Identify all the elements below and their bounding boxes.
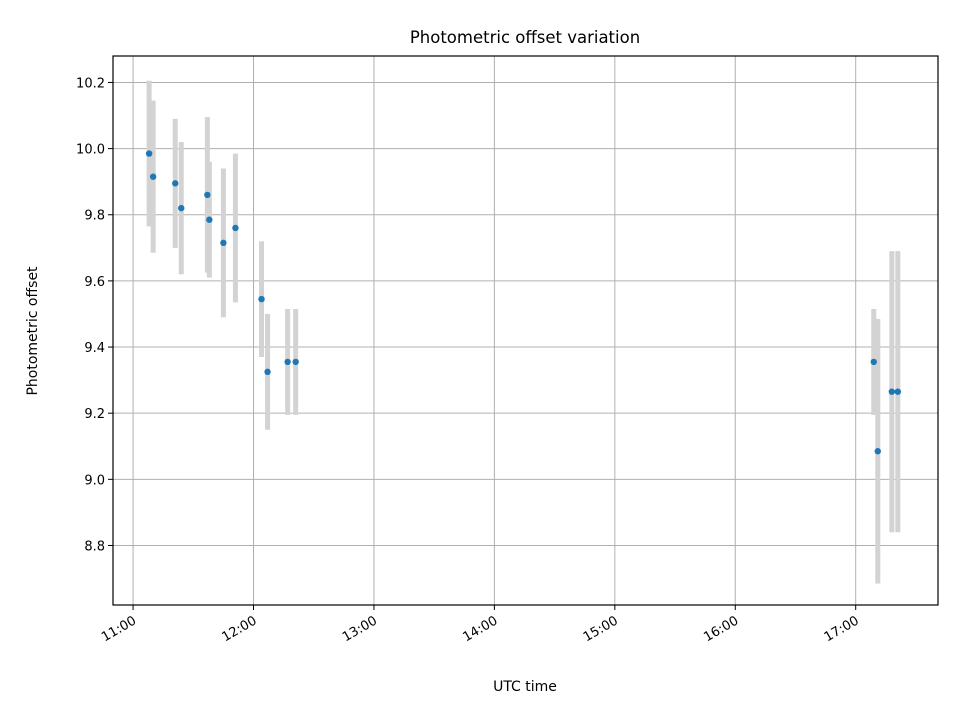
data-point bbox=[206, 216, 213, 223]
data-point bbox=[264, 368, 271, 376]
chart-title: Photometric offset variation bbox=[410, 28, 640, 47]
data-point bbox=[220, 239, 227, 247]
data-point bbox=[149, 173, 157, 180]
data-point bbox=[145, 150, 153, 157]
x-axis-label: UTC time bbox=[493, 679, 557, 695]
y-tick-label: 10.0 bbox=[76, 143, 105, 158]
data-point bbox=[258, 295, 265, 303]
data-point bbox=[888, 388, 896, 395]
y-tick-label: 9.4 bbox=[84, 341, 105, 356]
data-point bbox=[172, 180, 179, 187]
y-tick-label: 9.0 bbox=[84, 473, 105, 488]
data-point bbox=[894, 388, 902, 395]
y-axis-label: Photometric offset bbox=[25, 266, 41, 396]
data-point bbox=[232, 224, 239, 232]
y-tick-label: 10.2 bbox=[76, 76, 105, 91]
data-point bbox=[284, 358, 291, 366]
plot-frame bbox=[112, 55, 939, 606]
data-point bbox=[292, 358, 299, 366]
data-points bbox=[145, 150, 902, 455]
y-tick-label: 8.8 bbox=[84, 539, 105, 554]
grid bbox=[113, 56, 938, 605]
y-tick-label: 9.2 bbox=[84, 407, 105, 422]
data-point bbox=[874, 448, 881, 455]
y-tick-label: 9.8 bbox=[84, 209, 105, 224]
data-point bbox=[178, 204, 185, 212]
y-tick-label: 9.6 bbox=[84, 275, 105, 290]
data-point bbox=[204, 191, 211, 199]
data-point bbox=[870, 358, 877, 366]
